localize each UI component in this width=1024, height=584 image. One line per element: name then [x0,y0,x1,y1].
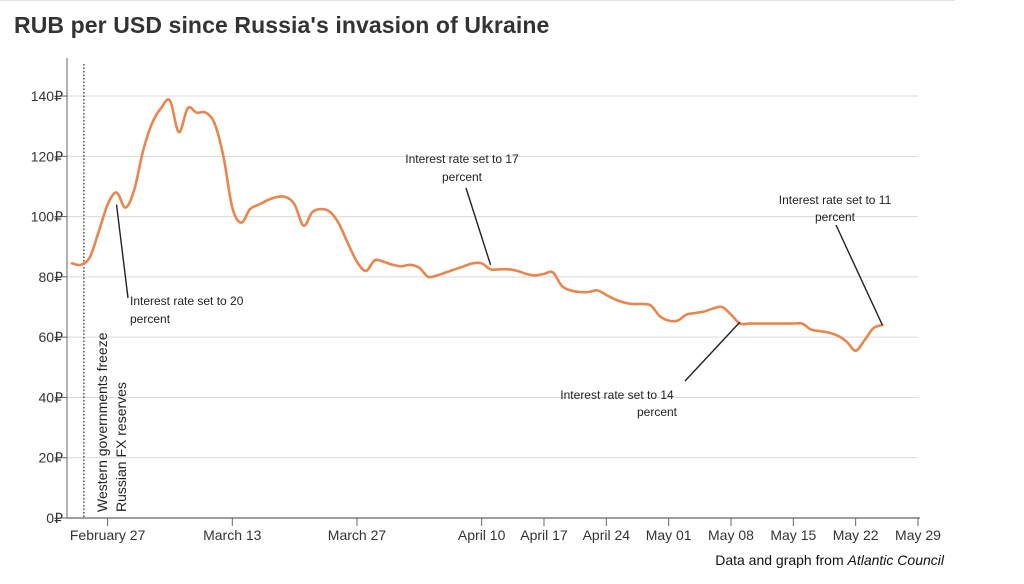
annotation-leader [115,204,129,299]
annotation-text: Interest rate set to 17 [405,152,519,166]
y-tick-label: 140₽ [31,88,63,104]
annotation-leader [835,224,884,326]
series-group [70,98,884,352]
x-tick-label: February 27 [70,527,146,543]
annotation-text: percent [442,170,483,184]
annotation-text: percent [637,405,678,419]
reference-line-label: Russian FX reserves [113,382,129,512]
y-tick-label: 120₽ [31,148,63,164]
x-tick-label: May 29 [895,527,941,543]
x-tick-label: March 13 [203,527,262,543]
y-tick-label: 20₽ [39,450,64,466]
annotation-text: percent [815,210,856,224]
annotation-text: Interest rate set to 20 [130,294,244,308]
annotation-text: Interest rate set to 14 [560,388,674,402]
reference-line-group: Western governments freeze Russian FX res… [83,64,129,518]
x-tick-label: April 24 [583,527,631,543]
x-tick-label: April 17 [520,527,568,543]
top-divider [0,0,955,1]
annotation-text: percent [130,312,171,326]
chart-title: RUB per USD since Russia's invasion of U… [14,12,550,38]
y-tick-label: 60₽ [39,329,64,345]
source-credit: Data and graph from Atlantic Council [715,552,944,568]
series-line [70,98,884,352]
grid-lines [67,95,918,459]
y-tick-label: 100₽ [31,209,63,225]
y-tick-label: 0₽ [46,510,63,526]
source-org: Atlantic Council [847,552,945,568]
y-axis: 0₽ 20₽ 40₽ 60₽ 80₽ 100₽ 120₽ 140₽ [31,58,68,526]
x-axis: February 27 March 13 March 27 April 10 April… [67,517,941,543]
x-tick-label: May 15 [770,527,816,543]
annotation-leader [465,187,492,266]
y-tick-label: 80₽ [39,269,64,285]
x-tick-label: April 10 [458,527,506,543]
reference-line-label: Western governments freeze [94,332,110,512]
y-tick-label: 40₽ [39,389,64,405]
source-prefix: Data and graph from [715,552,844,568]
annotation-leader [684,321,741,382]
x-tick-label: May 22 [833,527,879,543]
x-tick-label: May 01 [646,527,692,543]
x-tick-label: March 27 [328,527,387,543]
annotations-group: Interest rate set to 20 percent Interest r… [115,152,892,419]
annotation-text: Interest rate set to 11 [779,193,892,207]
x-tick-label: May 08 [708,527,754,543]
